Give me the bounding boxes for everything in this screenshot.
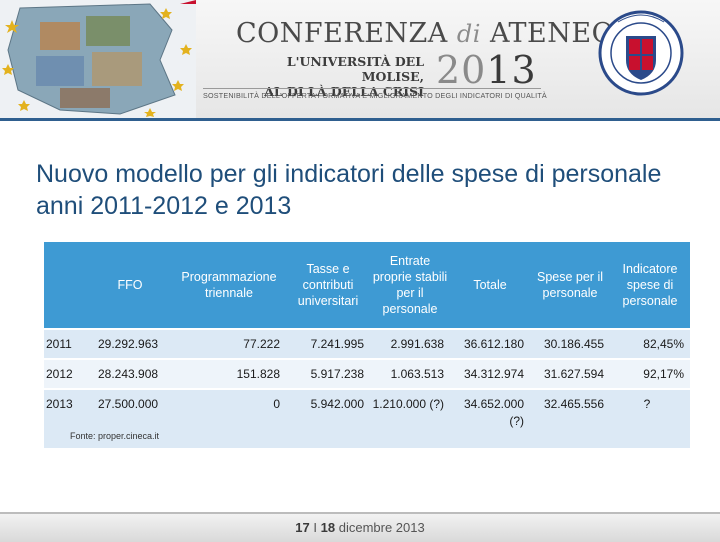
table-cell: 28.243.908 xyxy=(88,358,172,389)
header-year-cell xyxy=(44,242,88,329)
table-cell: 31.627.594 xyxy=(530,358,610,389)
table-row: 2012 28.243.908 151.828 5.917.238 1.063.… xyxy=(44,358,690,389)
table-cell: 29.292.963 xyxy=(88,328,172,359)
table-cell: 27.500.000 xyxy=(88,388,172,448)
header-cell: Totale xyxy=(450,242,530,329)
table-cell: 34.652.000 (?) xyxy=(450,388,530,448)
header-cell: FFO xyxy=(88,242,172,329)
table-cell: 36.612.180 xyxy=(450,328,530,359)
molise-map-collage-image xyxy=(0,0,196,118)
footer-bar: 17 I 18 dicembre 2013 xyxy=(0,512,720,542)
spending-indicators-table: FFO Programmazione triennale Tasse e con… xyxy=(44,242,690,448)
table-cell: 1.210.000 (?) xyxy=(370,388,450,448)
conference-subtitle: L'UNIVERSITÀ DEL MOLISE, AL DI LÀ DELLA … xyxy=(264,54,424,99)
table-cell: 34.312.974 xyxy=(450,358,530,389)
header-cell: Programmazione triennale xyxy=(172,242,286,329)
table-cell: 30.186.455 xyxy=(530,328,610,359)
table-cell: 92,17% xyxy=(610,358,690,389)
university-seal-logo xyxy=(598,10,684,96)
year-cell: 2011 xyxy=(44,328,88,359)
table-cell: 5.942.000 xyxy=(286,388,370,448)
conference-tagline: SOSTENIBILITÀ DELL'OFFERTA FORMATIVA E M… xyxy=(203,88,547,100)
table-cell: 151.828 xyxy=(172,358,286,389)
table-row: 2013 27.500.000 0 5.942.000 1.210.000 (?… xyxy=(44,388,690,448)
year-cell: 2012 xyxy=(44,358,88,389)
year-cell: 2013 xyxy=(44,388,88,448)
conference-year: 2013 xyxy=(436,48,537,92)
slide-title: Nuovo modello per gli indicatori delle s… xyxy=(36,160,662,220)
table-cell: 2.991.638 xyxy=(370,328,450,359)
table-row: 2011 29.292.963 77.222 7.241.995 2.991.6… xyxy=(44,328,690,359)
table-cell: ? xyxy=(610,388,690,448)
table-cell: 82,45% xyxy=(610,328,690,359)
footer-date: 17 I 18 dicembre 2013 xyxy=(295,520,425,535)
table-header-row: FFO Programmazione triennale Tasse e con… xyxy=(44,242,690,329)
table-cell: 32.465.556 xyxy=(530,388,610,448)
header-cell: Entrate proprie stabili per il personale xyxy=(370,242,450,329)
header-cell: Indicatore spese di personale xyxy=(610,242,690,329)
table-cell: 77.222 xyxy=(172,328,286,359)
table-cell: 0 xyxy=(172,388,286,448)
table-cell: 7.241.995 xyxy=(286,328,370,359)
header-banner: CONFERENZA di ATENEO L'UNIVERSITÀ DEL MO… xyxy=(0,0,720,121)
header-cell: Tasse e contributi universitari xyxy=(286,242,370,329)
source-note: Fonte: proper.cineca.it xyxy=(70,431,160,441)
conference-title: CONFERENZA di ATENEO xyxy=(236,18,615,49)
header-cell: Spese per il personale xyxy=(530,242,610,329)
table-cell: 5.917.238 xyxy=(286,358,370,389)
table-cell: 1.063.513 xyxy=(370,358,450,389)
